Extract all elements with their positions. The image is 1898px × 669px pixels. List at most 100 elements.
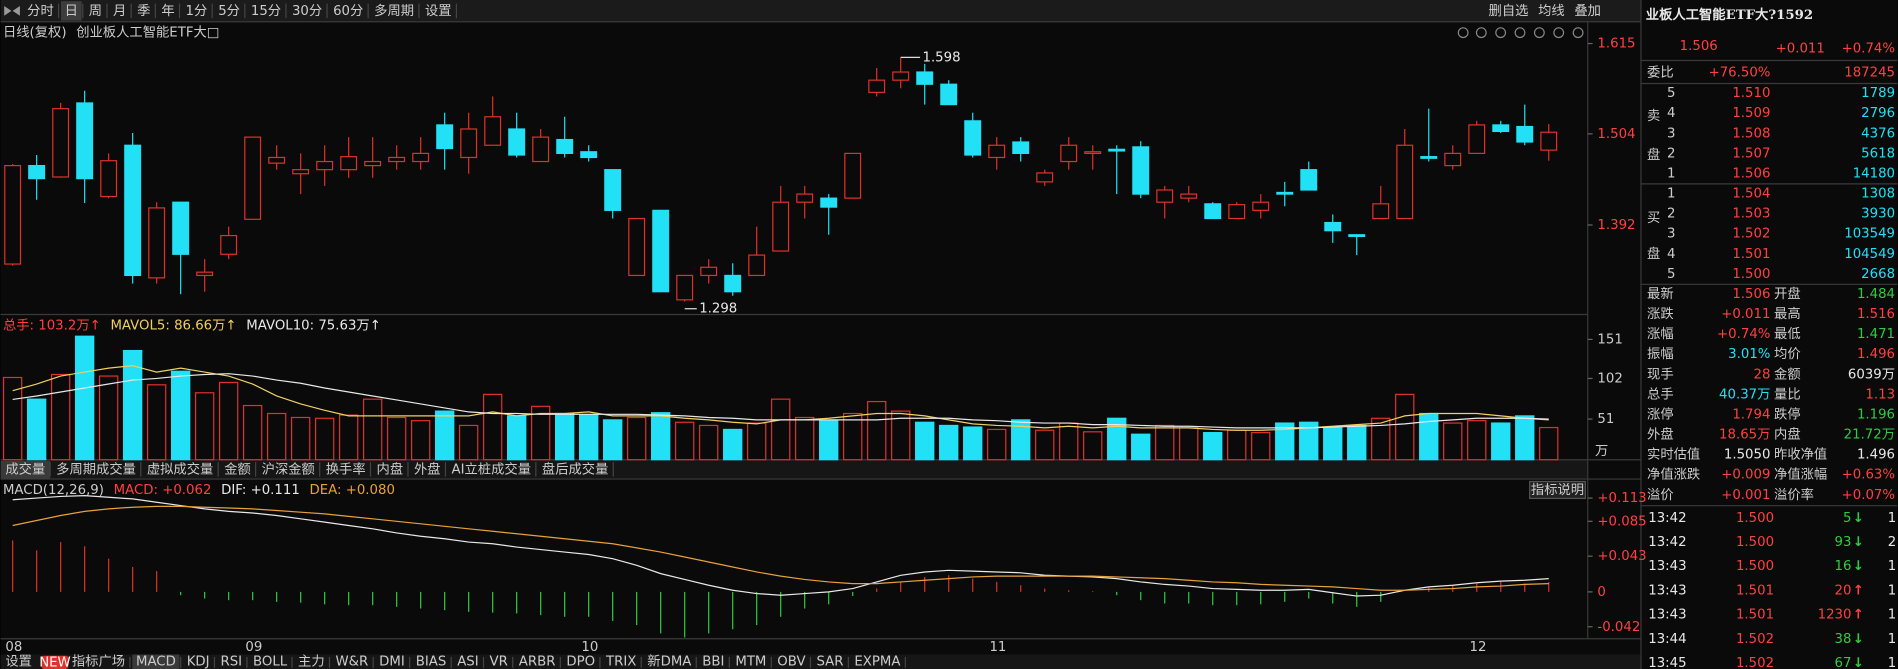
indicator-tab[interactable]: ARBR — [519, 655, 556, 669]
macd-help[interactable]: 指标说明 — [1531, 482, 1584, 498]
volume-tab[interactable]: 内盘 — [377, 460, 404, 477]
stat-label: 实时估值 — [1647, 447, 1700, 463]
period-tab[interactable]: 多周期 — [374, 2, 414, 19]
period-tab[interactable]: 设置 — [425, 3, 452, 19]
stat-label: 金额 — [1774, 366, 1801, 382]
stat-label: 溢价 — [1647, 487, 1674, 503]
volume-bar — [218, 381, 239, 461]
candle-body — [388, 156, 406, 163]
indicator-tab[interactable]: 主力 — [298, 654, 325, 669]
stat-label: 现手 — [1647, 366, 1674, 382]
book-level: 4 — [1667, 106, 1675, 121]
period-tab[interactable]: 5分 — [218, 3, 240, 19]
volume-bar — [1491, 422, 1511, 461]
trade-count: 1 — [1888, 511, 1896, 526]
candle-body — [220, 234, 238, 255]
period-tab[interactable]: 日 — [65, 4, 78, 19]
candle-body — [100, 160, 118, 198]
buy-label: 买 — [1647, 210, 1660, 226]
toolbar-action[interactable]: 均线 — [1538, 3, 1565, 19]
y-tick-label: -0.042 — [1597, 620, 1640, 635]
trade-dir: ↑ — [1853, 583, 1864, 598]
volume-bar — [386, 416, 407, 461]
volume-tab[interactable]: 多周期成交量 — [56, 460, 136, 477]
book-price: 1.500 — [1732, 267, 1770, 282]
toolbar-action[interactable]: 删自选 — [1489, 3, 1529, 19]
settings[interactable]: 设置 — [5, 654, 32, 669]
volume-bar — [1131, 433, 1151, 461]
volume-tab[interactable]: 金额 — [224, 461, 251, 477]
volume-bar — [1467, 420, 1487, 461]
stat-value: 1.471 — [1857, 327, 1895, 342]
volume-tab[interactable]: 沪深金额 — [262, 461, 315, 477]
candle-body — [1276, 191, 1294, 195]
period-tab[interactable]: 1分 — [186, 3, 208, 19]
indicator-tab[interactable]: DPO — [566, 655, 595, 669]
indicator-tab[interactable]: 指标广场 — [72, 654, 125, 669]
book-level: 2 — [1667, 207, 1675, 222]
volume-tab[interactable]: 外盘 — [414, 460, 441, 477]
indicator-tab[interactable]: OBV — [777, 655, 805, 669]
period-tab[interactable]: 30分 — [292, 3, 322, 19]
volume-legend: 总手: 103.2万↑ — [3, 317, 101, 333]
volume-unit: 万 — [1595, 444, 1608, 459]
volume-bar — [290, 416, 311, 461]
volume-legend: MAVOL5: 86.66万↑ — [110, 318, 236, 333]
candle-body — [1444, 152, 1462, 167]
quote-title: 业板人工智能ETF大?1592 — [1646, 6, 1813, 23]
period-tab[interactable]: 季 — [137, 3, 150, 19]
volume-bar — [507, 415, 527, 461]
period-tab[interactable]: 月 — [113, 4, 126, 19]
indicator-tab[interactable]: W&R — [336, 655, 369, 669]
volume-tab[interactable]: 换手率 — [326, 460, 366, 477]
trade-dir: ↓ — [1853, 559, 1864, 574]
trade-time: 13:43 — [1648, 608, 1686, 623]
indicator-tab[interactable]: DMI — [379, 655, 405, 669]
candle-body — [1228, 204, 1246, 220]
trade-dir: ↓ — [1853, 632, 1864, 647]
indicator-tab[interactable]: MACD — [136, 655, 176, 669]
indicator-tab[interactable]: VR — [490, 655, 508, 669]
volume-bar — [410, 420, 431, 461]
header-icons[interactable] — [1457, 27, 1584, 39]
volume-bar — [458, 424, 479, 461]
volume-tab[interactable]: 盘后成交量 — [542, 460, 608, 477]
candle-body — [724, 274, 742, 293]
period-tab[interactable]: 分时 — [27, 3, 54, 19]
toolbar-action[interactable]: 叠加 — [1574, 3, 1601, 19]
book-price: 1.507 — [1732, 146, 1770, 161]
indicator-tab[interactable]: SAR — [816, 655, 843, 669]
candle-body — [628, 217, 646, 277]
candle-body — [1084, 151, 1102, 154]
indicator-tab[interactable]: BIAS — [416, 655, 447, 669]
period-tab[interactable]: 周 — [89, 4, 102, 19]
period-tab[interactable]: 年 — [161, 3, 174, 19]
indicator-tab[interactable]: TRIX — [605, 655, 636, 669]
indicator-tab[interactable]: EXPMA — [854, 655, 900, 669]
volume-tab[interactable]: 虚拟成交量 — [147, 460, 213, 477]
indicator-tab[interactable]: KDJ — [187, 655, 210, 669]
indicator-tab[interactable]: 新DMA — [647, 654, 691, 669]
book-price: 1.510 — [1732, 86, 1770, 101]
x-tick-label: 12 — [1469, 640, 1486, 655]
y-tick-label: +0.085 — [1597, 514, 1646, 529]
weibi-label: 委比 — [1647, 65, 1674, 81]
volume-bar — [146, 384, 167, 461]
stat-value: 1.516 — [1857, 307, 1895, 322]
indicator-tab[interactable]: BBI — [702, 655, 724, 669]
period-tab[interactable]: 15分 — [251, 3, 281, 19]
indicator-tab[interactable]: RSI — [221, 655, 243, 669]
volume-tab[interactable]: 成交量 — [5, 460, 45, 477]
candle-body — [1540, 131, 1558, 151]
macd-legend: DEA: +0.080 — [309, 483, 394, 498]
candle-body — [172, 201, 190, 255]
indicator-tab[interactable]: MTM — [735, 655, 766, 669]
nav-arrows[interactable] — [4, 6, 20, 16]
period-tab[interactable]: 60分 — [333, 3, 363, 19]
indicator-tab[interactable]: ASI — [457, 655, 478, 669]
stat-value: +0.011 — [1721, 307, 1770, 322]
indicator-tab[interactable]: BOLL — [253, 655, 288, 669]
volume-tab[interactable]: AI立桩成交量 — [452, 460, 532, 477]
y-tick-label: +0.113 — [1597, 491, 1646, 506]
book-level: 5 — [1667, 86, 1675, 101]
